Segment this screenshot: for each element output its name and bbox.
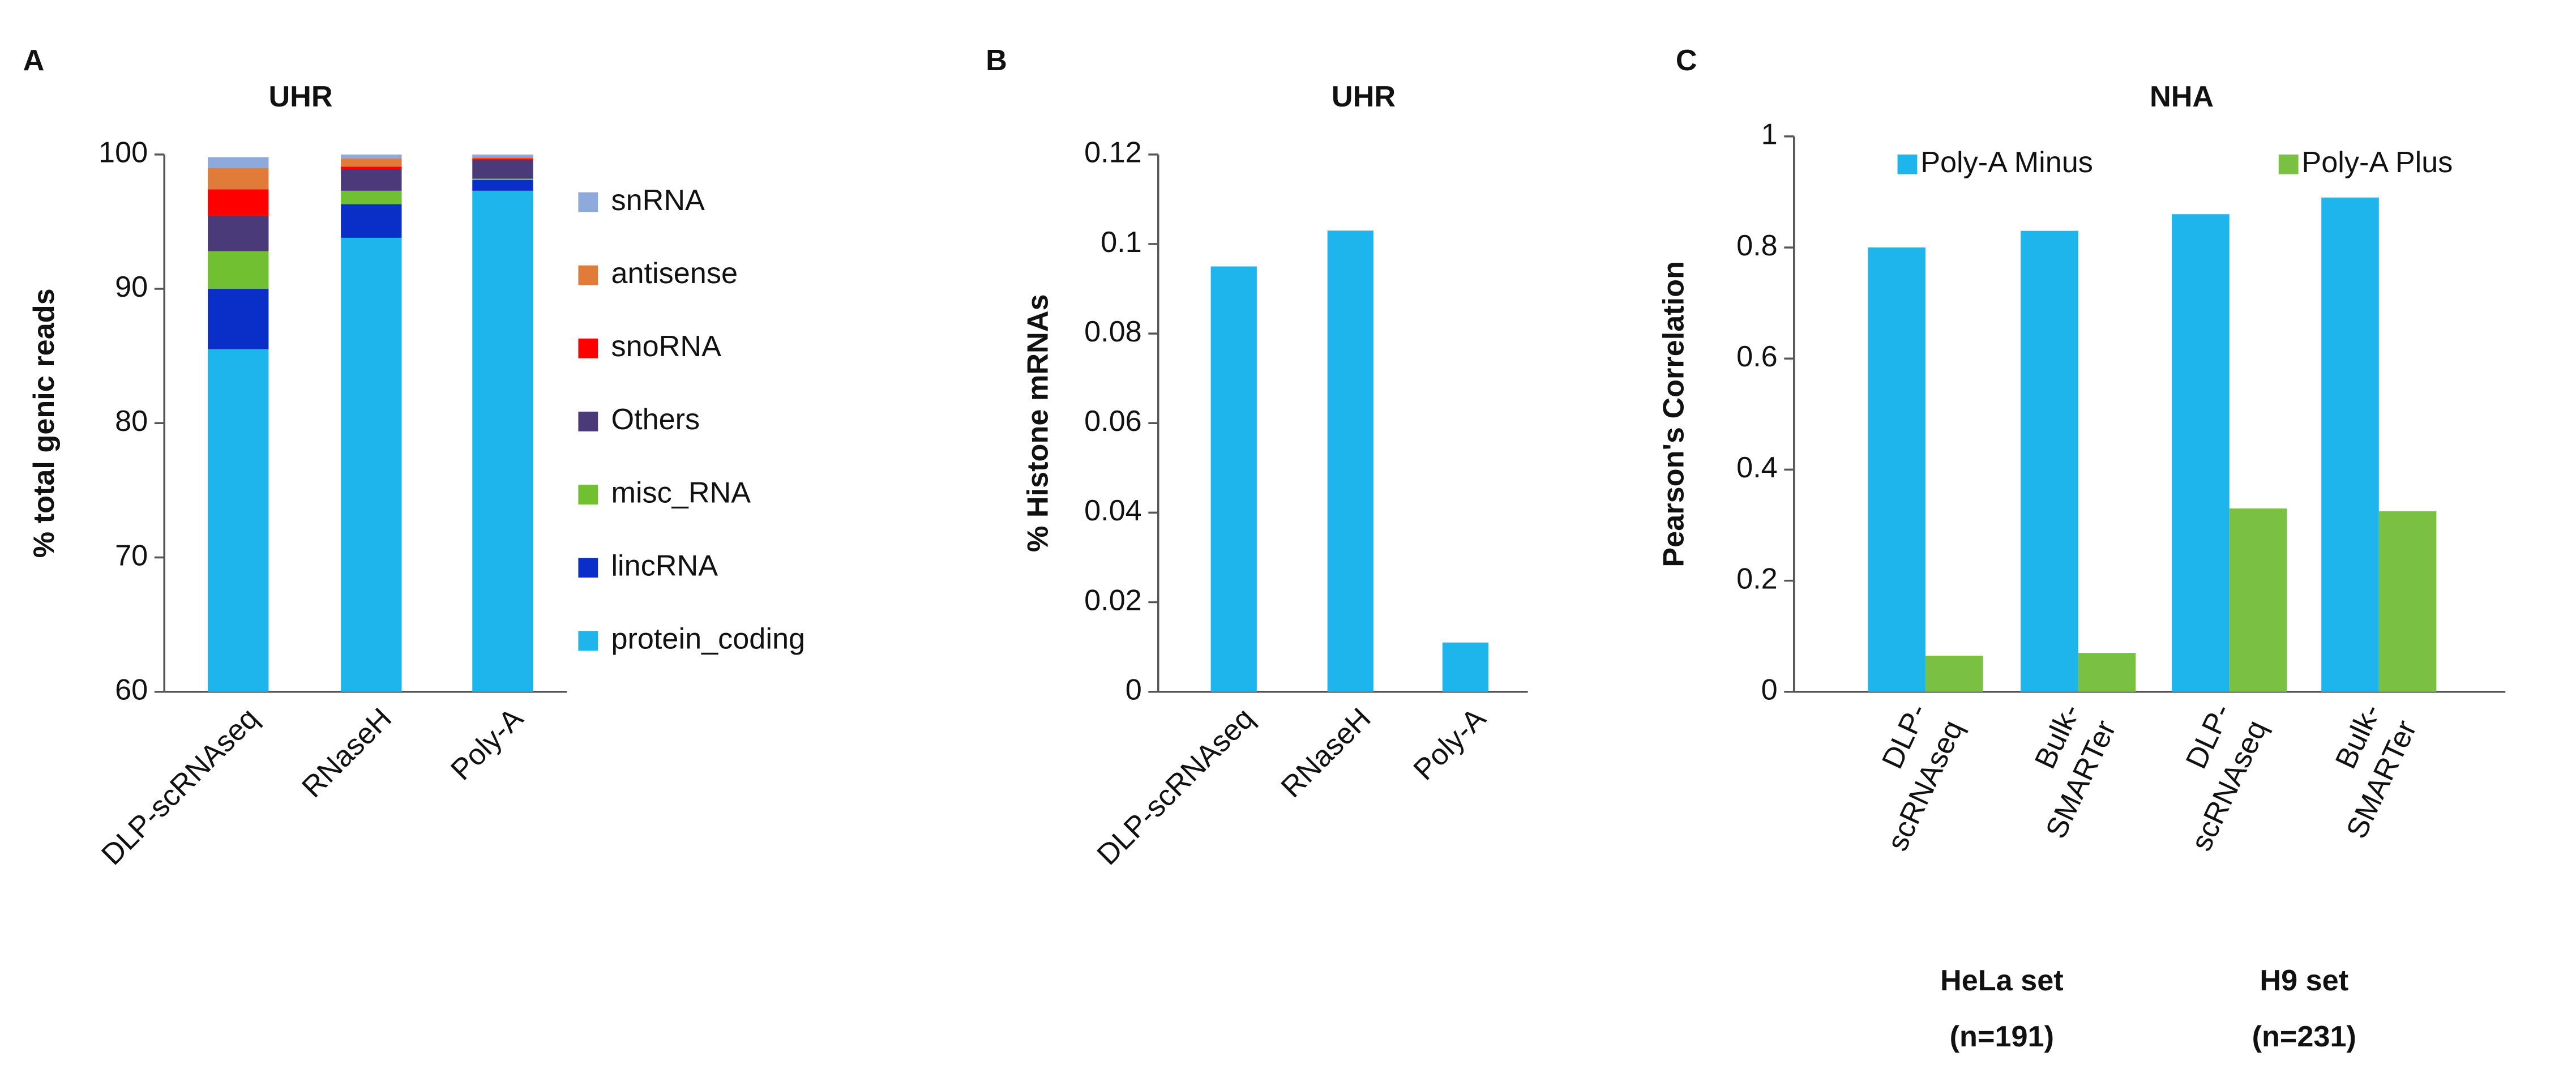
chart-title: UHR [1332, 80, 1396, 113]
bar [2321, 197, 2379, 692]
x-tick-label: Poly-A [1407, 702, 1492, 786]
bar [2021, 230, 2078, 692]
y-tick-label: 0.12 [1084, 136, 1142, 169]
legend-swatch [2278, 154, 2299, 174]
legend-swatch [578, 411, 598, 431]
x-tick-label: DLP-scRNAseq [2149, 699, 2274, 856]
y-axis-label: % Histone mRNAs [1022, 294, 1055, 553]
y-tick-label: 0 [1761, 674, 1778, 707]
y-tick-label: 0.6 [1736, 340, 1778, 373]
bar-segment [208, 251, 269, 289]
panel-label: C [1676, 44, 1697, 77]
legend-label: Poly-A Minus [1920, 146, 2093, 179]
chart-title: UHR [268, 80, 332, 113]
bar-segment [472, 157, 533, 159]
x-tick-label: DLP-scRNAseq [95, 702, 265, 872]
legend-label: misc_RNA [611, 476, 751, 509]
legend-swatch [578, 192, 598, 212]
x-tick-label: DLP-scRNAseq [1091, 702, 1261, 872]
panel-label: B [986, 44, 1007, 77]
y-tick-label: 80 [115, 405, 148, 438]
legend-label: antisense [611, 257, 738, 290]
y-tick-label: 0.2 [1736, 562, 1778, 595]
legend-label: snRNA [611, 184, 705, 217]
y-tick-label: 1 [1761, 118, 1778, 151]
y-tick-label: 0.4 [1736, 451, 1778, 484]
bar [1925, 655, 1983, 692]
y-tick-label: 0.04 [1084, 494, 1142, 527]
legend-swatch [578, 265, 598, 285]
group-label: (n=191) [1950, 1020, 2054, 1053]
y-tick-label: 0.08 [1084, 315, 1142, 348]
y-axis-label: Pearson's Correlation [1658, 261, 1691, 567]
y-tick-label: 60 [115, 674, 148, 707]
bar-segment [341, 237, 402, 692]
bar [1327, 230, 1373, 692]
legend-swatch [578, 338, 598, 358]
bar [1210, 266, 1257, 692]
bar-segment [472, 160, 533, 179]
chart-title: NHA [2150, 80, 2214, 113]
y-tick-label: 0.8 [1736, 229, 1778, 262]
legend-swatch [578, 558, 598, 578]
bar [2378, 511, 2437, 692]
bar [1868, 247, 1925, 692]
bar [2172, 214, 2230, 692]
bar-segment [208, 168, 269, 190]
y-tick-label: 70 [115, 539, 148, 572]
bar-segment [472, 178, 533, 180]
group-label: (n=231) [2252, 1020, 2356, 1053]
x-tick-label: RNaseH [1275, 702, 1377, 805]
bar-segment [341, 169, 402, 191]
bar-segment [208, 216, 269, 251]
y-tick-label: 0.06 [1084, 405, 1142, 438]
bar [2078, 653, 2136, 692]
group-label: H9 set [2260, 964, 2348, 997]
legend-label: snoRNA [611, 330, 721, 363]
legend-label: protein_coding [611, 623, 805, 656]
y-tick-label: 100 [99, 136, 148, 169]
x-tick-label: RNaseH [296, 702, 399, 805]
y-tick-label: 0.02 [1084, 584, 1142, 617]
x-tick-label: Bulk-SMARTer [2004, 699, 2123, 844]
bar-segment [472, 158, 533, 160]
y-tick-label: 90 [115, 271, 148, 303]
x-tick-label: Poly-A [444, 702, 529, 786]
bar-segment [472, 190, 533, 692]
bar-segment [341, 166, 402, 169]
legend-label: Poly-A Plus [2301, 146, 2453, 179]
bar [1442, 642, 1489, 692]
y-axis-label: % total genic reads [28, 288, 61, 558]
bar-segment [208, 189, 269, 216]
bar-segment [341, 190, 402, 204]
legend-swatch [578, 485, 598, 505]
y-tick-label: 0 [1126, 674, 1142, 707]
bar-segment [208, 289, 269, 349]
legend-swatch [578, 631, 598, 651]
bar-segment [208, 349, 269, 692]
legend-label: Others [611, 403, 700, 436]
bar-segment [472, 154, 533, 157]
x-tick-label: DLP-scRNAseq [1845, 699, 1970, 856]
panel-label: A [23, 44, 45, 77]
bar-segment [472, 179, 533, 191]
bar [2229, 508, 2287, 692]
bar-segment [341, 158, 402, 167]
bar-segment [208, 157, 269, 168]
legend-label: lincRNA [611, 549, 718, 582]
bar-segment [341, 154, 402, 159]
y-tick-label: 0.1 [1101, 226, 1142, 259]
bar-segment [341, 204, 402, 238]
x-tick-label: Bulk-SMARTer [2304, 699, 2423, 844]
legend-swatch [1897, 154, 1918, 174]
group-label: HeLa set [1940, 964, 2064, 997]
